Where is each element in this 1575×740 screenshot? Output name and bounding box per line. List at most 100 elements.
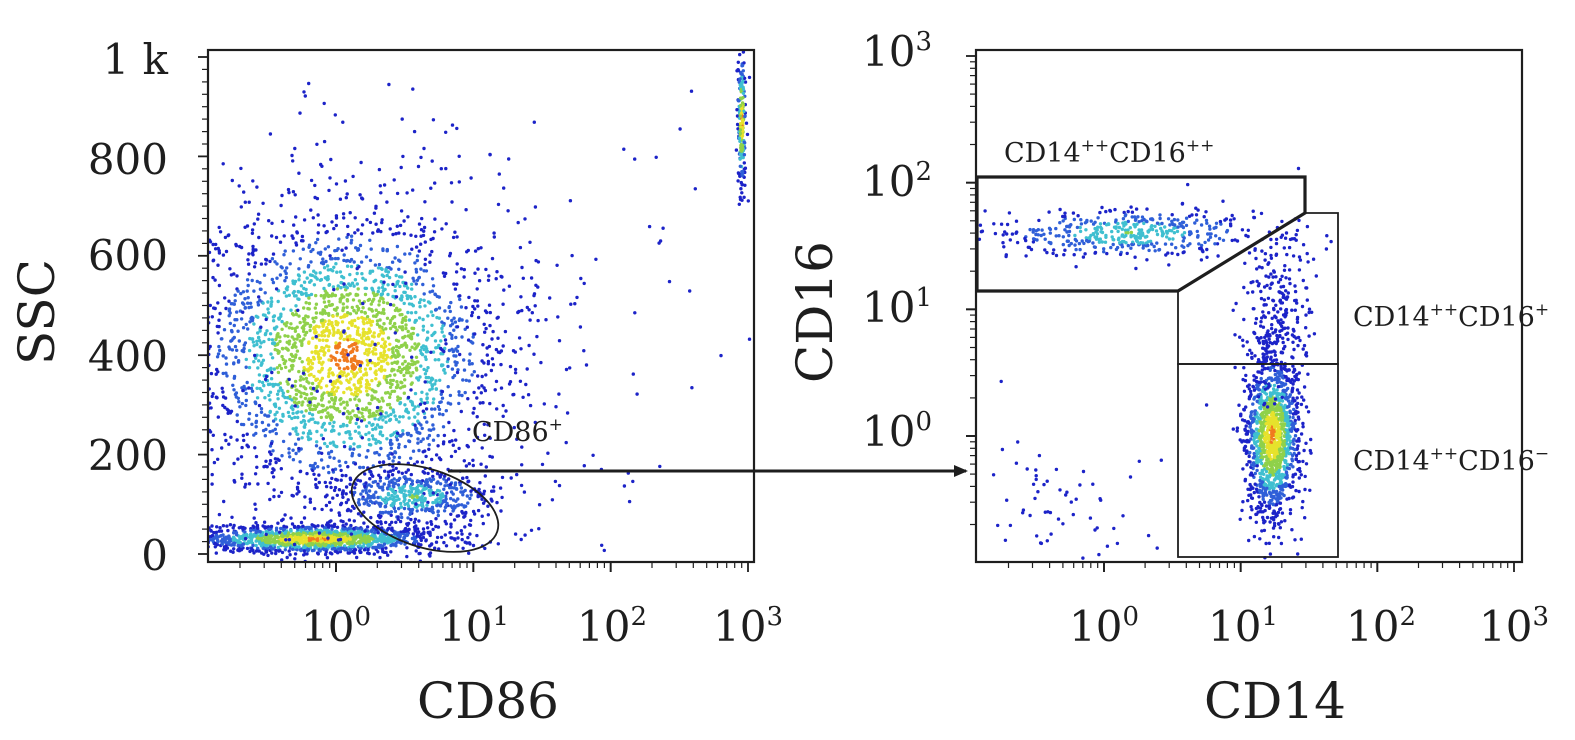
event-dot bbox=[414, 426, 418, 430]
event-dot bbox=[365, 315, 370, 319]
event-dot bbox=[434, 387, 438, 391]
event-dot bbox=[326, 322, 331, 326]
event-dot bbox=[374, 490, 378, 494]
event-dot bbox=[234, 355, 238, 359]
event-dot bbox=[208, 344, 212, 349]
event-dot bbox=[270, 234, 274, 238]
event-dot bbox=[290, 416, 294, 421]
event-dot bbox=[208, 538, 212, 542]
event-dot bbox=[297, 267, 301, 271]
event-dot bbox=[296, 415, 300, 420]
event-dot bbox=[343, 532, 348, 536]
event-dot bbox=[462, 267, 466, 272]
event-dot bbox=[108, 531, 111, 534]
event-dot bbox=[201, 537, 204, 540]
event-dot bbox=[475, 396, 479, 400]
event-dot bbox=[248, 301, 253, 305]
event-dot bbox=[367, 431, 371, 435]
event-dot bbox=[466, 397, 470, 401]
event-dot bbox=[296, 289, 300, 294]
event-dot bbox=[246, 445, 250, 449]
event-dot bbox=[359, 384, 363, 388]
event-dot bbox=[296, 432, 300, 436]
event-dot bbox=[368, 269, 373, 273]
event-dot bbox=[302, 534, 306, 538]
event-dot bbox=[467, 362, 472, 366]
event-dot bbox=[180, 388, 183, 391]
event-dot bbox=[289, 535, 293, 539]
event-dot bbox=[367, 539, 371, 544]
event-dot bbox=[280, 327, 284, 331]
event-dot bbox=[230, 515, 234, 519]
event-dot bbox=[311, 386, 316, 391]
event-dot bbox=[328, 176, 332, 180]
event-dot bbox=[376, 341, 380, 346]
event-dot bbox=[360, 197, 365, 201]
event-dot bbox=[282, 361, 286, 366]
event-dot bbox=[633, 157, 637, 161]
event-dot bbox=[342, 216, 346, 220]
event-dot bbox=[378, 440, 382, 445]
event-dot bbox=[174, 216, 177, 219]
event-dot bbox=[405, 554, 409, 559]
event-dot bbox=[490, 357, 495, 361]
event-dot bbox=[322, 334, 327, 338]
event-dot bbox=[251, 543, 255, 548]
event-dot bbox=[406, 286, 410, 290]
event-dot bbox=[280, 388, 284, 393]
event-dot bbox=[312, 507, 317, 511]
event-dot bbox=[319, 433, 324, 437]
event-dot bbox=[336, 538, 341, 542]
event-dot bbox=[740, 198, 744, 202]
event-dot bbox=[287, 538, 292, 542]
event-dot bbox=[461, 546, 465, 550]
event-dot bbox=[357, 498, 361, 502]
event-dot bbox=[390, 389, 394, 394]
event-dot bbox=[382, 349, 387, 353]
event-dot bbox=[462, 504, 466, 508]
event-dot bbox=[501, 344, 505, 348]
event-dot bbox=[320, 425, 324, 429]
event-dot bbox=[431, 474, 435, 479]
event-dot bbox=[112, 192, 115, 195]
event-dot bbox=[252, 551, 256, 555]
event-dot bbox=[388, 395, 392, 400]
event-dot bbox=[173, 424, 176, 427]
event-dot bbox=[402, 290, 406, 294]
event-dot bbox=[363, 310, 367, 315]
event-dot bbox=[327, 523, 331, 527]
event-dot bbox=[212, 530, 216, 535]
event-dot bbox=[622, 484, 627, 488]
event-dot bbox=[145, 381, 148, 384]
event-dot bbox=[359, 310, 364, 314]
event-dot bbox=[291, 448, 295, 452]
event-dot bbox=[278, 240, 283, 244]
event-dot bbox=[254, 539, 258, 543]
event-dot bbox=[86, 283, 89, 286]
event-dot bbox=[378, 318, 382, 322]
event-dot bbox=[738, 96, 743, 100]
event-dot bbox=[398, 476, 402, 481]
event-dot bbox=[448, 531, 452, 535]
event-dot bbox=[253, 446, 257, 450]
event-dot bbox=[374, 222, 378, 226]
event-dot bbox=[428, 551, 433, 555]
event-dot bbox=[263, 413, 267, 417]
event-dot bbox=[473, 299, 477, 303]
event-dot bbox=[689, 89, 694, 93]
event-dot bbox=[544, 318, 548, 322]
event-dot bbox=[379, 266, 383, 271]
event-dot bbox=[476, 374, 480, 378]
event-dot bbox=[358, 549, 362, 553]
event-dot bbox=[422, 367, 426, 372]
event-dot bbox=[353, 397, 357, 401]
event-dot bbox=[335, 378, 339, 383]
event-dot bbox=[573, 302, 577, 306]
event-dot bbox=[174, 252, 177, 255]
event-dot bbox=[384, 420, 388, 424]
event-dot bbox=[342, 440, 346, 444]
event-dot bbox=[369, 247, 373, 251]
event-dot bbox=[260, 361, 264, 365]
event-dot bbox=[181, 46, 184, 49]
event-dot bbox=[271, 319, 276, 323]
